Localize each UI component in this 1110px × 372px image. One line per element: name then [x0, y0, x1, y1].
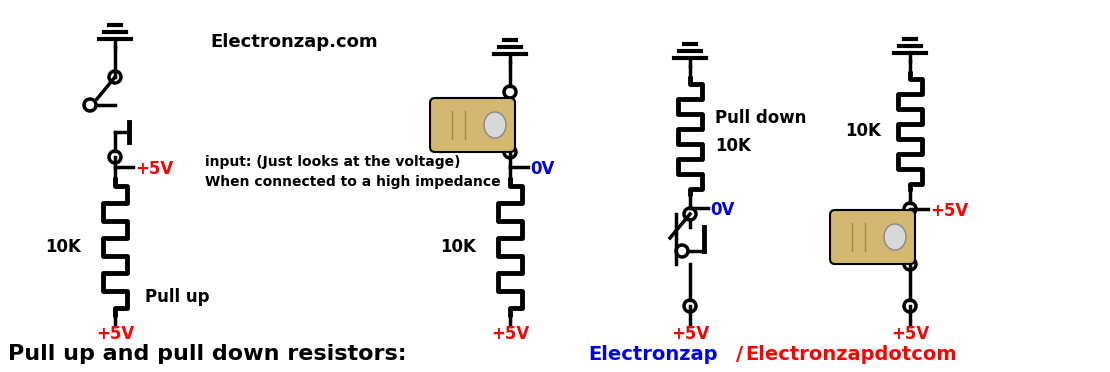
Text: 0V: 0V: [529, 160, 554, 178]
Text: +5V: +5V: [95, 325, 134, 343]
Text: Pull up: Pull up: [145, 288, 210, 306]
Text: When connected to a high impedance: When connected to a high impedance: [205, 175, 501, 189]
Text: +5V: +5V: [135, 160, 173, 178]
Text: Electronzapdotcom: Electronzapdotcom: [745, 344, 957, 363]
Text: +5V: +5V: [930, 202, 968, 220]
Text: 10K: 10K: [440, 238, 476, 256]
Ellipse shape: [884, 224, 906, 250]
Text: /: /: [736, 344, 743, 363]
Text: 10K: 10K: [845, 122, 881, 140]
Text: 10K: 10K: [46, 238, 81, 256]
Text: +5V: +5V: [491, 325, 529, 343]
Text: Electronzap: Electronzap: [588, 344, 717, 363]
Text: 10K: 10K: [715, 137, 750, 155]
Ellipse shape: [484, 112, 506, 138]
Text: Pull up and pull down resistors:: Pull up and pull down resistors:: [8, 344, 406, 364]
Text: Pull down: Pull down: [715, 109, 806, 127]
Text: +5V: +5V: [670, 325, 709, 343]
Text: input: (Just looks at the voltage): input: (Just looks at the voltage): [205, 155, 461, 169]
FancyBboxPatch shape: [430, 98, 515, 152]
FancyBboxPatch shape: [830, 210, 915, 264]
Text: Electronzap.com: Electronzap.com: [210, 33, 377, 51]
Text: +5V: +5V: [891, 325, 929, 343]
Text: 0V: 0V: [710, 201, 735, 219]
